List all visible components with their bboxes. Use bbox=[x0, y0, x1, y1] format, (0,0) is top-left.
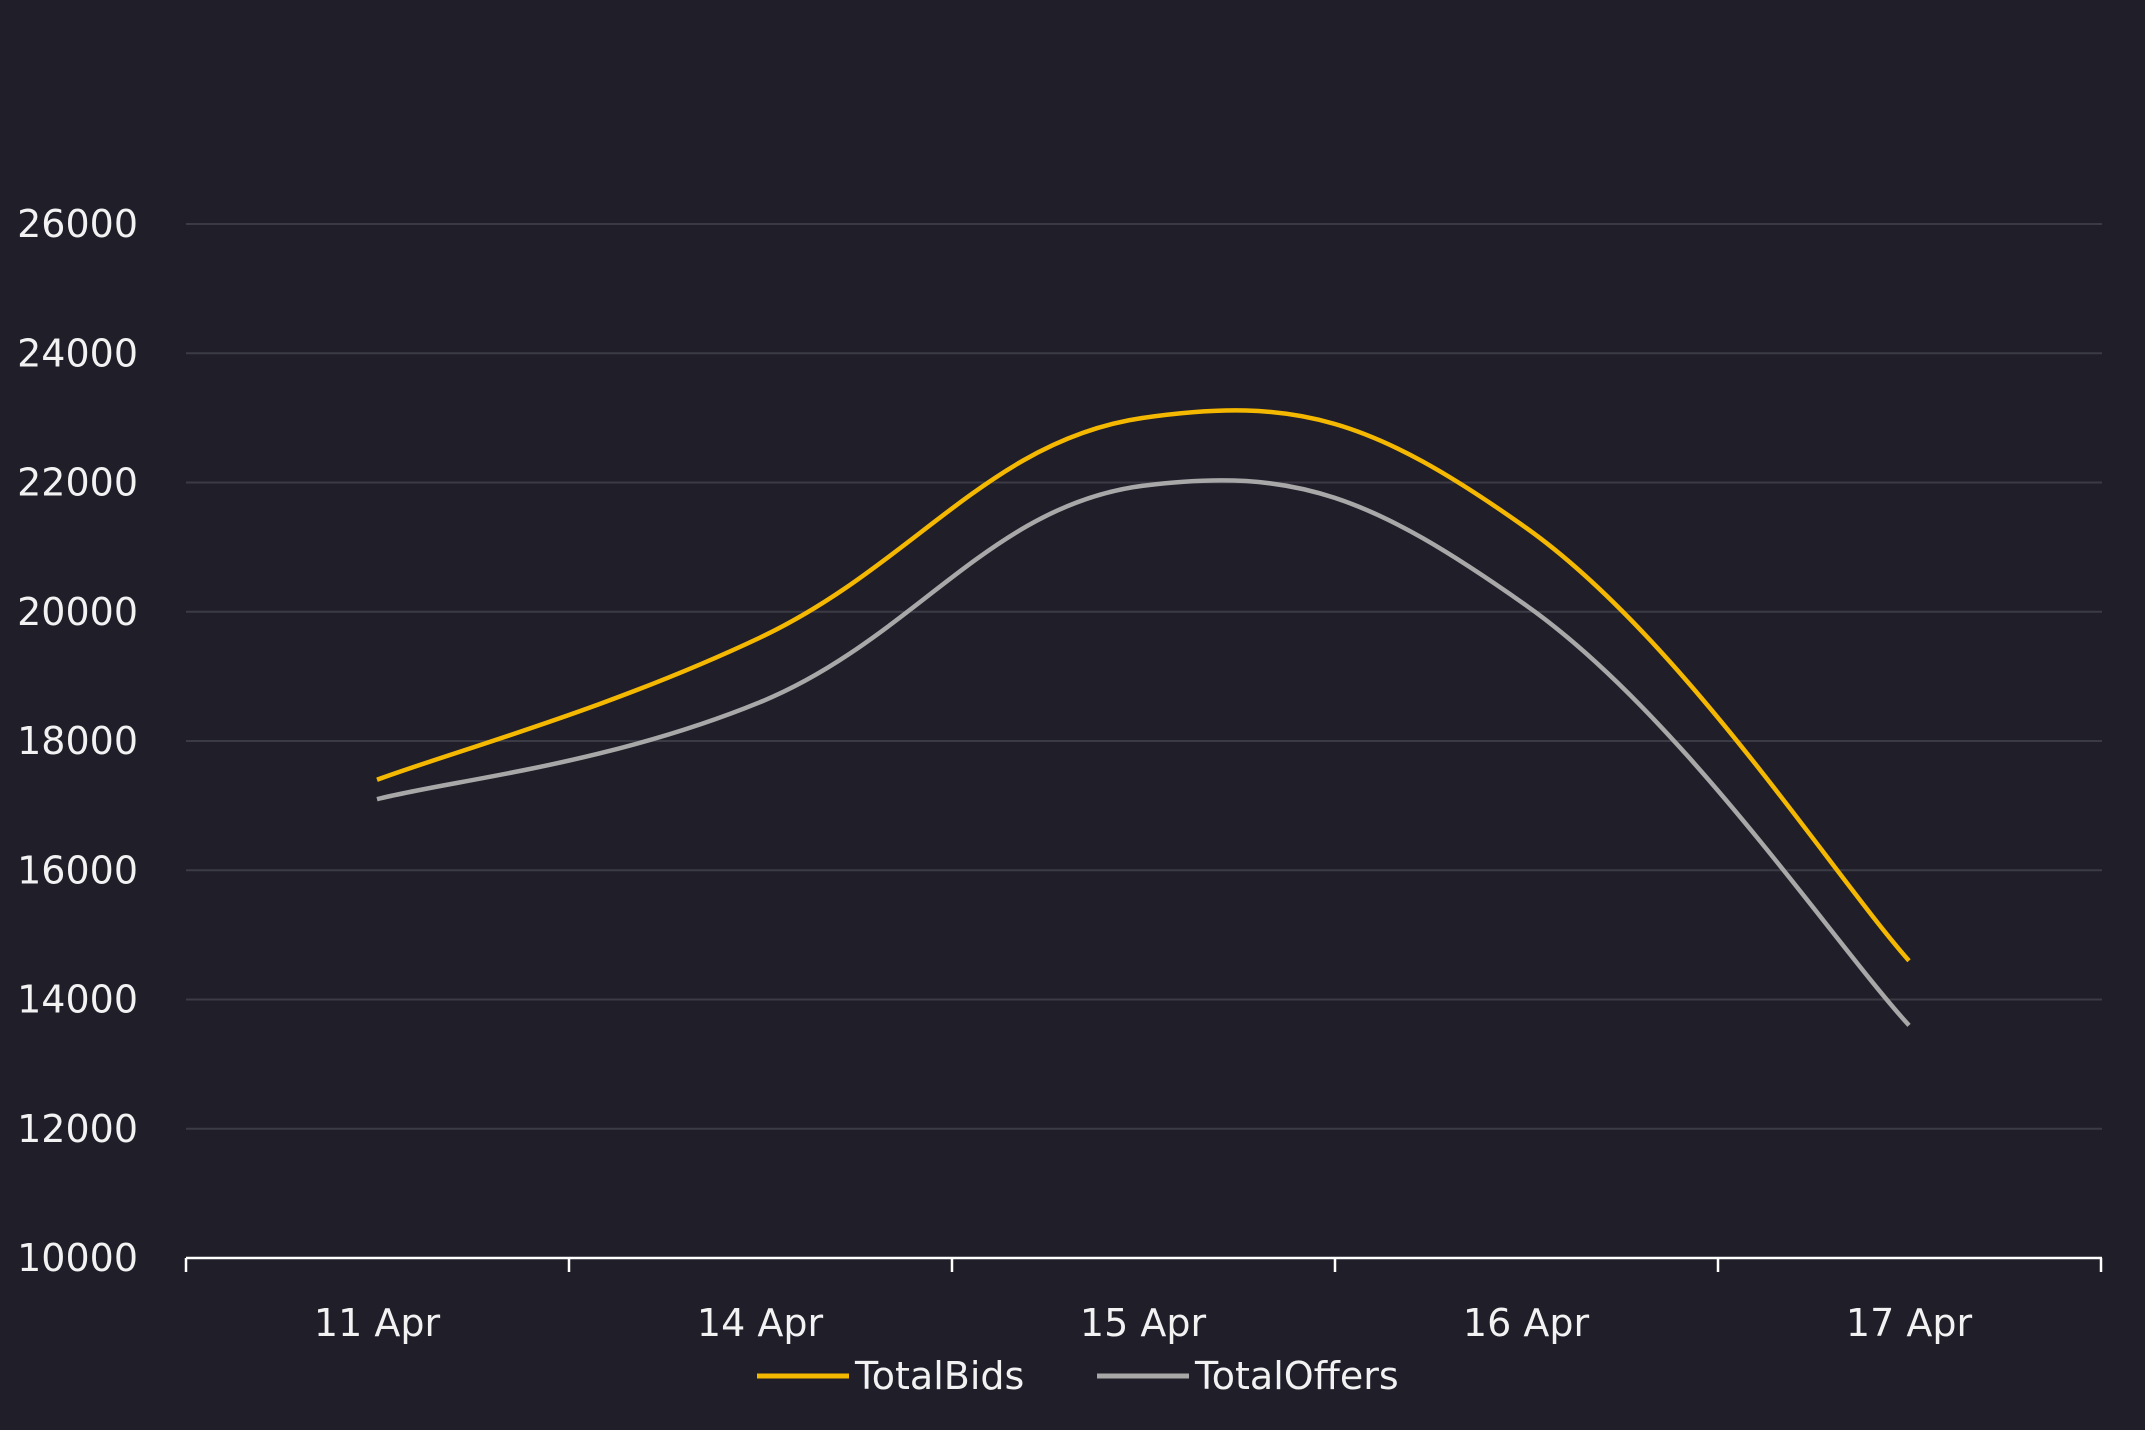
series-line-totaloffers bbox=[376, 478, 1911, 1027]
y-tick-label: 10000 bbox=[17, 1236, 138, 1280]
x-axis bbox=[184, 1256, 2103, 1272]
y-tick-label: 20000 bbox=[17, 590, 138, 634]
legend-label-totalbids: TotalBids bbox=[854, 1354, 1024, 1398]
y-tick-label: 22000 bbox=[17, 461, 138, 505]
x-tick-label: 16 Apr bbox=[1463, 1301, 1590, 1345]
x-axis-tick-labels: 11 Apr 14 Apr 15 Apr 16 Apr 17 Apr bbox=[314, 1301, 1973, 1345]
x-tick-label: 11 Apr bbox=[314, 1301, 441, 1345]
series-line-totalbids bbox=[376, 408, 1911, 963]
legend: TotalBids TotalOffers bbox=[757, 1354, 1399, 1398]
y-axis-tick-labels: 10000 12000 14000 16000 18000 20000 22000 24000… bbox=[17, 202, 138, 1280]
grid-lines bbox=[186, 223, 2102, 1130]
y-tick-label: 26000 bbox=[17, 202, 138, 246]
y-tick-label: 14000 bbox=[17, 978, 138, 1022]
x-tick-label: 14 Apr bbox=[697, 1301, 824, 1345]
y-tick-label: 12000 bbox=[17, 1107, 138, 1151]
y-tick-label: 18000 bbox=[17, 719, 138, 763]
series-lines bbox=[376, 408, 1911, 1027]
legend-label-totaloffers: TotalOffers bbox=[1194, 1354, 1399, 1398]
y-tick-label: 24000 bbox=[17, 331, 138, 375]
x-tick-label: 17 Apr bbox=[1846, 1301, 1973, 1345]
y-tick-label: 16000 bbox=[17, 848, 138, 892]
x-tick-label: 15 Apr bbox=[1080, 1301, 1207, 1345]
